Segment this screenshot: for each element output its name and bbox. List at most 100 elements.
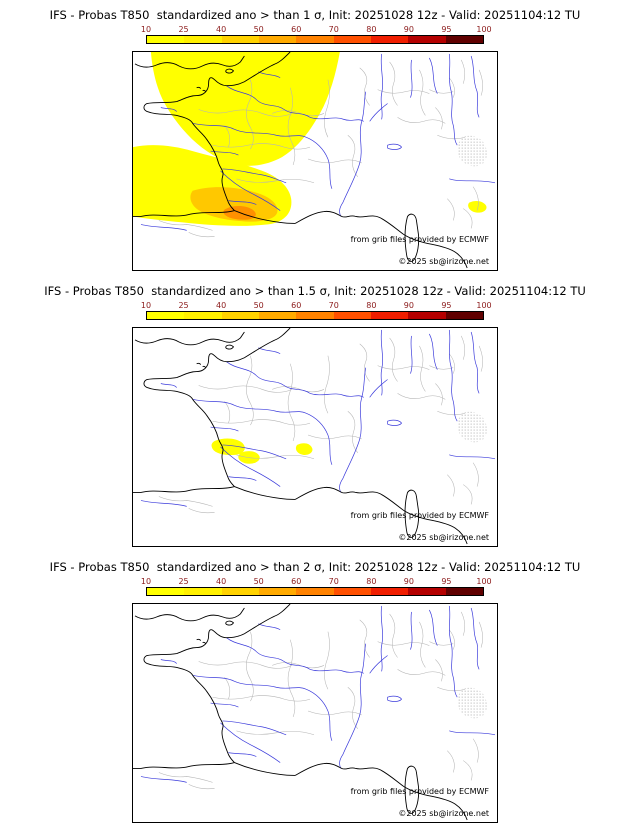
coast-channel-france (143, 52, 291, 211)
coast-mediterranean (294, 762, 468, 821)
colorbar-segment (296, 588, 334, 595)
colorbar-segment (258, 36, 297, 43)
river-spain (140, 224, 187, 231)
map-svg (133, 52, 496, 269)
river-po (449, 454, 496, 460)
river-rhine (448, 53, 458, 146)
colorbar-segment (221, 36, 259, 43)
panel-title: IFS - Probas T850 standardized ano > tha… (49, 8, 581, 22)
colorbar-segment (333, 36, 371, 43)
lake-geneva (387, 419, 402, 426)
panel-sigma-2: IFS - Probas T850 standardized ano > tha… (0, 552, 630, 828)
river-brittany (160, 107, 178, 112)
coast-spain (133, 762, 235, 769)
river-seine (226, 85, 311, 118)
river-garonne (220, 722, 281, 763)
river-po (449, 178, 496, 184)
colorbar-tick-label: 80 (366, 577, 377, 586)
river-germany-1 (429, 333, 438, 370)
river-doubs (369, 655, 388, 674)
colorbar-segment (296, 312, 334, 319)
river-rhone (339, 397, 363, 493)
colorbar-segment (333, 588, 371, 595)
river-brittany (160, 383, 178, 388)
colorbar-tick-label: 95 (441, 25, 452, 34)
border-pyrenees (234, 762, 296, 776)
credit-copyright: ©2025 sb@irizone.net (398, 533, 489, 542)
colorbar-tick-label: 100 (476, 577, 492, 586)
river-marne (309, 117, 364, 122)
river-brittany (160, 659, 178, 664)
river-saone (361, 367, 367, 398)
river-spain (140, 500, 187, 507)
river-rhone (339, 673, 363, 769)
coast-channel-france (143, 604, 291, 763)
colorbar-segment (445, 36, 483, 43)
credit-provider: from grib files provided by ECMWF (350, 787, 489, 796)
colorbar-tick-label: 90 (403, 577, 414, 586)
river-germany-2 (470, 331, 480, 394)
colorbar-segment (147, 36, 185, 43)
colorbar-tick-label: 90 (403, 25, 414, 34)
coastlines (133, 328, 468, 545)
river-rhine (448, 605, 458, 698)
river-dordogne (222, 720, 287, 736)
river-germany-2 (470, 607, 480, 670)
colorbar-ticks: 10 25 40 50 60 70 80 90 95 100 (141, 301, 492, 311)
river-adour (228, 200, 257, 205)
colorbar-tick-label: 25 (178, 301, 189, 310)
river-allier (327, 434, 333, 465)
colorbar-segment (184, 36, 222, 43)
panel-title: IFS - Probas T850 standardized ano > tha… (49, 560, 581, 574)
colorbar: 10 25 40 50 60 70 80 90 95 100 (141, 25, 492, 46)
coastlines (133, 52, 468, 269)
coast-corsica (404, 489, 420, 538)
colorbar-segment (184, 312, 222, 319)
river-germany-1 (429, 57, 438, 94)
probability-area (468, 200, 487, 213)
colorbar-segment (370, 312, 409, 319)
colorbar-segment (408, 36, 446, 43)
coastlines (133, 604, 468, 821)
river-garonne (220, 446, 281, 487)
colorbar-tick-label: 60 (291, 25, 302, 34)
colorbar-bar (146, 35, 484, 44)
river-loire (192, 123, 329, 160)
colorbar-segment (408, 588, 446, 595)
colorbar-tick-label: 70 (328, 25, 339, 34)
colorbar-segment (408, 312, 446, 319)
probability-map: from grib files provided by ECMWF ©2025 … (132, 327, 498, 547)
colorbar-tick-label: 10 (140, 301, 152, 310)
colorbar-tick-label: 50 (253, 25, 264, 34)
alps-relief-shading (457, 411, 487, 443)
colorbar-tick-label: 60 (291, 577, 302, 586)
river-meuse (380, 605, 383, 672)
coast-england (134, 331, 245, 346)
river-charente (210, 150, 239, 156)
river-doubs (369, 379, 388, 398)
river-moselle (410, 335, 413, 374)
colorbar-segment (184, 588, 222, 595)
colorbar-segment (258, 312, 297, 319)
coast-england (134, 55, 245, 70)
lake-geneva (387, 143, 402, 150)
river-meuse (380, 53, 383, 120)
colorbar-tick-label: 90 (403, 301, 414, 310)
colorbar-tick-label: 95 (441, 577, 452, 586)
border-pyrenees (234, 210, 296, 224)
colorbar-bar (146, 311, 484, 320)
panel-sigma-1: IFS - Probas T850 standardized ano > tha… (0, 0, 630, 276)
credit-provider: from grib files provided by ECMWF (350, 235, 489, 244)
admin-borders (158, 335, 483, 514)
credit-copyright: ©2025 sb@irizone.net (398, 257, 489, 266)
river-loire (192, 675, 329, 712)
admin-borders (158, 59, 483, 238)
river-adour (228, 752, 257, 757)
colorbar-tick-label: 70 (328, 301, 339, 310)
colorbar-tick-label: 10 (140, 25, 152, 34)
colorbar-segment (221, 312, 259, 319)
colorbar-segment (147, 588, 185, 595)
colorbar: 10 25 40 50 60 70 80 90 95 100 (141, 577, 492, 598)
river-somme (258, 623, 281, 631)
colorbar-bar (146, 587, 484, 596)
